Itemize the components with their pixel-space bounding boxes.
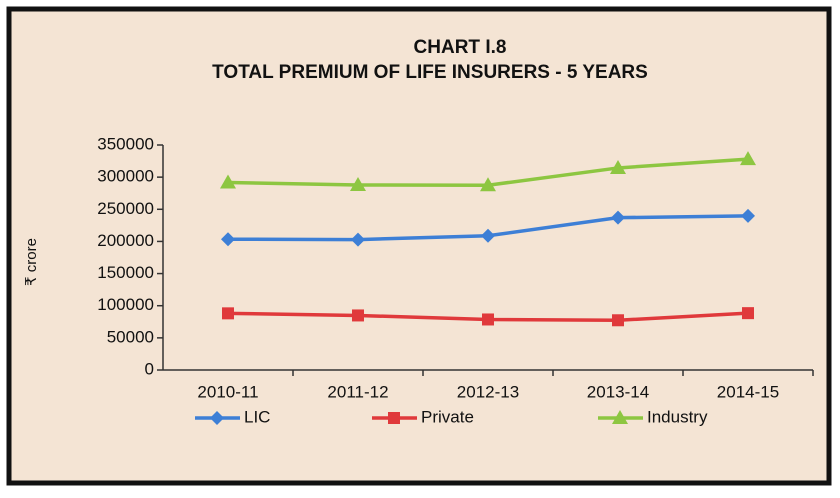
data-point — [220, 174, 236, 189]
data-point — [611, 210, 625, 225]
chart-title: CHART I.8 — [414, 37, 507, 58]
data-point — [742, 307, 754, 320]
data-point — [610, 159, 626, 174]
x-tick-label: 2010-11 — [197, 382, 258, 401]
x-tick-label: 2012-13 — [457, 382, 519, 401]
y-tick-label: 100000 — [97, 295, 154, 314]
data-point — [351, 232, 365, 247]
x-tick-label: 2014-15 — [717, 382, 779, 401]
y-tick-label: 200000 — [97, 231, 154, 250]
legend-label: Industry — [647, 407, 708, 426]
data-point — [612, 314, 624, 327]
y-tick-label: 0 — [145, 359, 154, 378]
y-axis-label: ₹ crore — [23, 238, 40, 286]
data-point — [352, 309, 364, 322]
legend-label: LIC — [244, 407, 270, 426]
y-tick-label: 50000 — [107, 327, 154, 346]
data-point — [482, 313, 494, 326]
legend-label: Private — [421, 407, 474, 426]
data-point — [740, 151, 756, 166]
frame — [6, 6, 832, 486]
data-point — [221, 232, 235, 247]
y-tick-label: 150000 — [97, 263, 154, 282]
y-tick-label: 250000 — [97, 199, 154, 218]
data-point — [222, 307, 234, 320]
data-point — [350, 177, 366, 192]
legend-marker — [210, 411, 224, 425]
data-point — [741, 208, 755, 223]
data-point — [481, 228, 495, 243]
chart-subtitle: TOTAL PREMIUM OF LIFE INSURERS - 5 YEARS — [212, 62, 648, 83]
legend-marker — [388, 412, 400, 424]
y-tick-label: 350000 — [97, 134, 154, 153]
y-tick-label: 300000 — [97, 167, 154, 186]
data-point — [480, 177, 496, 192]
legend-marker — [612, 410, 628, 424]
x-tick-label: 2011-12 — [327, 382, 388, 401]
x-tick-label: 2013-14 — [587, 382, 649, 401]
